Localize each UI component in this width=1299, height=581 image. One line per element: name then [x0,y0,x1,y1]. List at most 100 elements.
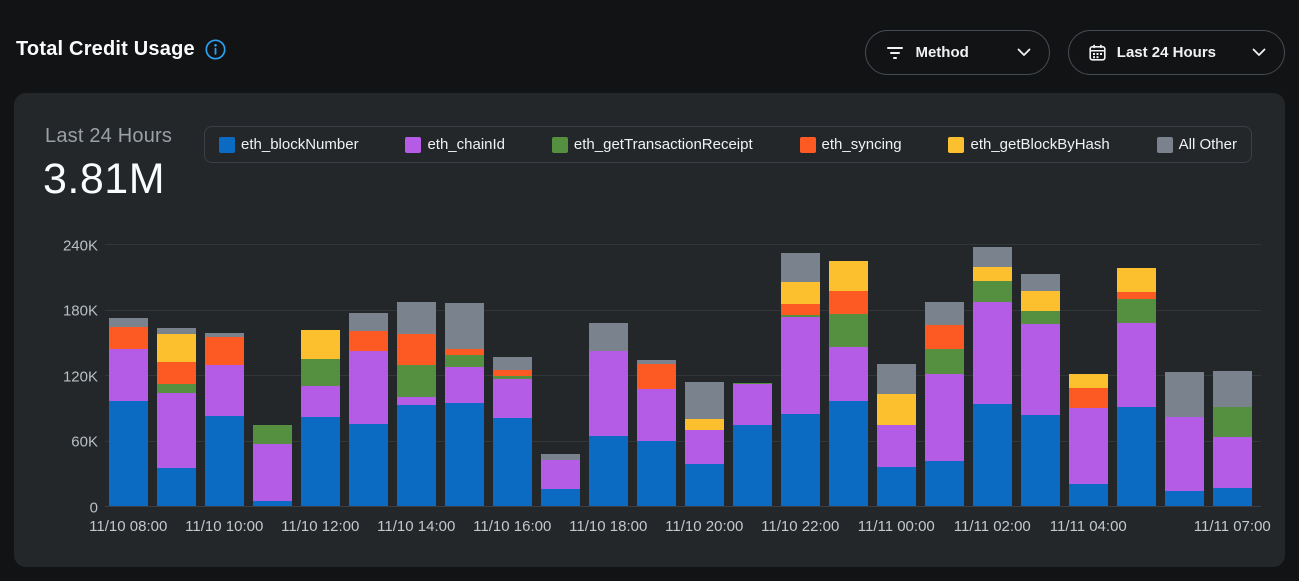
method-filter-button[interactable]: Method [865,30,1050,75]
bar-segment-eth_getTransactionReceipt[interactable] [829,314,868,348]
bar-segment-eth_getBlockByHash[interactable] [1021,291,1060,312]
bar-segment-eth_chainId[interactable] [157,393,196,468]
bar-segment-eth_chainId[interactable] [589,350,628,436]
bar-segment-eth_chainId[interactable] [1069,408,1108,485]
bar-segment-All Other[interactable] [589,323,628,351]
bar-segment-eth_getTransactionReceipt[interactable] [1213,406,1252,437]
bar-segment-eth_blockNumber[interactable] [829,400,868,506]
bar-segment-eth_getTransactionReceipt[interactable] [925,349,964,375]
bar-segment-All Other[interactable] [541,453,580,461]
bar-segment-eth_getTransactionReceipt[interactable] [781,315,820,317]
bar-11-10-21-00[interactable] [733,383,772,506]
bar-11-11-05-00[interactable] [1117,268,1156,506]
bar-segment-eth_syncing[interactable] [445,349,484,355]
bar-segment-All Other[interactable] [445,303,484,350]
legend-item-eth_chainId[interactable]: eth_chainId [405,136,505,153]
bar-segment-All Other[interactable] [157,328,196,335]
bar-segment-eth_getTransactionReceipt[interactable] [397,364,436,397]
bar-11-10-10-00[interactable] [205,333,244,506]
legend-item-All-Other[interactable]: All Other [1156,136,1237,153]
bar-11-10-18-00[interactable] [589,323,628,506]
bar-segment-eth_blockNumber[interactable] [925,460,964,506]
bar-segment-eth_syncing[interactable] [1117,292,1156,300]
bar-11-10-17-00[interactable] [541,453,580,506]
bar-segment-eth_blockNumber[interactable] [1021,415,1060,506]
bar-segment-eth_chainId[interactable] [205,364,244,416]
bar-segment-All Other[interactable] [1021,274,1060,292]
bar-segment-eth_syncing[interactable] [1069,388,1108,409]
bar-segment-All Other[interactable] [685,381,724,419]
bar-segment-eth_blockNumber[interactable] [301,416,340,506]
bar-segment-eth_chainId[interactable] [493,378,532,419]
legend-item-eth_syncing[interactable]: eth_syncing [799,136,902,153]
bar-segment-All Other[interactable] [493,357,532,371]
bar-segment-eth_getBlockByHash[interactable] [973,267,1012,281]
bar-11-10-11-00[interactable] [253,425,292,506]
bar-segment-eth_syncing[interactable] [349,330,388,352]
bar-segment-eth_chainId[interactable] [1021,324,1060,416]
bar-segment-eth_syncing[interactable] [397,334,436,365]
bar-segment-eth_syncing[interactable] [829,291,868,315]
bar-segment-eth_blockNumber[interactable] [493,418,532,506]
bar-segment-eth_chainId[interactable] [109,349,148,401]
bar-segment-eth_getBlockByHash[interactable] [877,393,916,425]
bar-11-10-20-00[interactable] [685,381,724,506]
bar-11-10-12-00[interactable] [301,329,340,506]
bar-segment-All Other[interactable] [877,364,916,394]
bar-segment-eth_chainId[interactable] [1117,323,1156,407]
bar-segment-eth_chainId[interactable] [685,430,724,465]
bar-11-11-07-00[interactable] [1213,370,1252,506]
bar-segment-eth_blockNumber[interactable] [877,466,916,506]
bar-segment-All Other[interactable] [397,302,436,335]
bar-segment-eth_blockNumber[interactable] [685,464,724,506]
bar-segment-eth_getBlockByHash[interactable] [781,282,820,305]
bar-segment-eth_getTransactionReceipt[interactable] [733,383,772,385]
bar-segment-eth_blockNumber[interactable] [589,435,628,506]
bar-segment-eth_chainId[interactable] [781,316,820,414]
bar-segment-All Other[interactable] [1213,370,1252,407]
bar-segment-eth_getBlockByHash[interactable] [301,329,340,359]
bar-segment-eth_blockNumber[interactable] [1165,490,1204,506]
legend-item-eth_getBlockByHash[interactable]: eth_getBlockByHash [948,136,1110,153]
bar-segment-eth_blockNumber[interactable] [1213,487,1252,506]
bar-11-11-06-00[interactable] [1165,371,1204,506]
bar-segment-All Other[interactable] [349,313,388,331]
bar-11-11-00-00[interactable] [877,364,916,506]
bar-segment-eth_getTransactionReceipt[interactable] [973,280,1012,303]
bar-segment-eth_chainId[interactable] [1213,436,1252,488]
bar-11-10-13-00[interactable] [349,313,388,506]
bar-segment-eth_chainId[interactable] [925,374,964,461]
bar-segment-eth_syncing[interactable] [205,337,244,365]
bar-11-10-08-00[interactable] [109,318,148,506]
bar-segment-eth_blockNumber[interactable] [733,424,772,506]
bar-segment-eth_syncing[interactable] [157,362,196,384]
bar-segment-eth_blockNumber[interactable] [205,415,244,506]
bar-segment-eth_chainId[interactable] [253,443,292,501]
bar-segment-eth_chainId[interactable] [349,351,388,425]
bar-segment-eth_syncing[interactable] [493,370,532,376]
bar-segment-eth_syncing[interactable] [637,364,676,390]
bar-segment-eth_getTransactionReceipt[interactable] [157,383,196,394]
bar-segment-eth_getBlockByHash[interactable] [685,418,724,431]
bar-segment-eth_blockNumber[interactable] [1069,484,1108,506]
bar-segment-All Other[interactable] [973,247,1012,268]
bar-segment-eth_chainId[interactable] [637,389,676,441]
bar-11-10-16-00[interactable] [493,357,532,506]
bar-segment-All Other[interactable] [781,252,820,283]
bar-segment-eth_syncing[interactable] [925,324,964,350]
info-icon[interactable] [205,39,226,60]
bar-segment-eth_blockNumber[interactable] [397,404,436,506]
bar-segment-eth_blockNumber[interactable] [157,467,196,506]
bar-segment-eth_getBlockByHash[interactable] [1069,373,1108,389]
bar-segment-eth_getBlockByHash[interactable] [1117,268,1156,293]
bar-segment-eth_syncing[interactable] [109,326,148,350]
bar-11-11-02-00[interactable] [973,247,1012,506]
bar-segment-eth_chainId[interactable] [829,347,868,401]
bar-11-10-22-00[interactable] [781,252,820,506]
bar-segment-eth_chainId[interactable] [733,384,772,425]
bar-segment-eth_blockNumber[interactable] [781,413,820,506]
bar-11-11-01-00[interactable] [925,301,964,506]
bar-segment-eth_chainId[interactable] [445,367,484,403]
bar-11-10-23-00[interactable] [829,261,868,506]
bar-segment-All Other[interactable] [205,333,244,338]
